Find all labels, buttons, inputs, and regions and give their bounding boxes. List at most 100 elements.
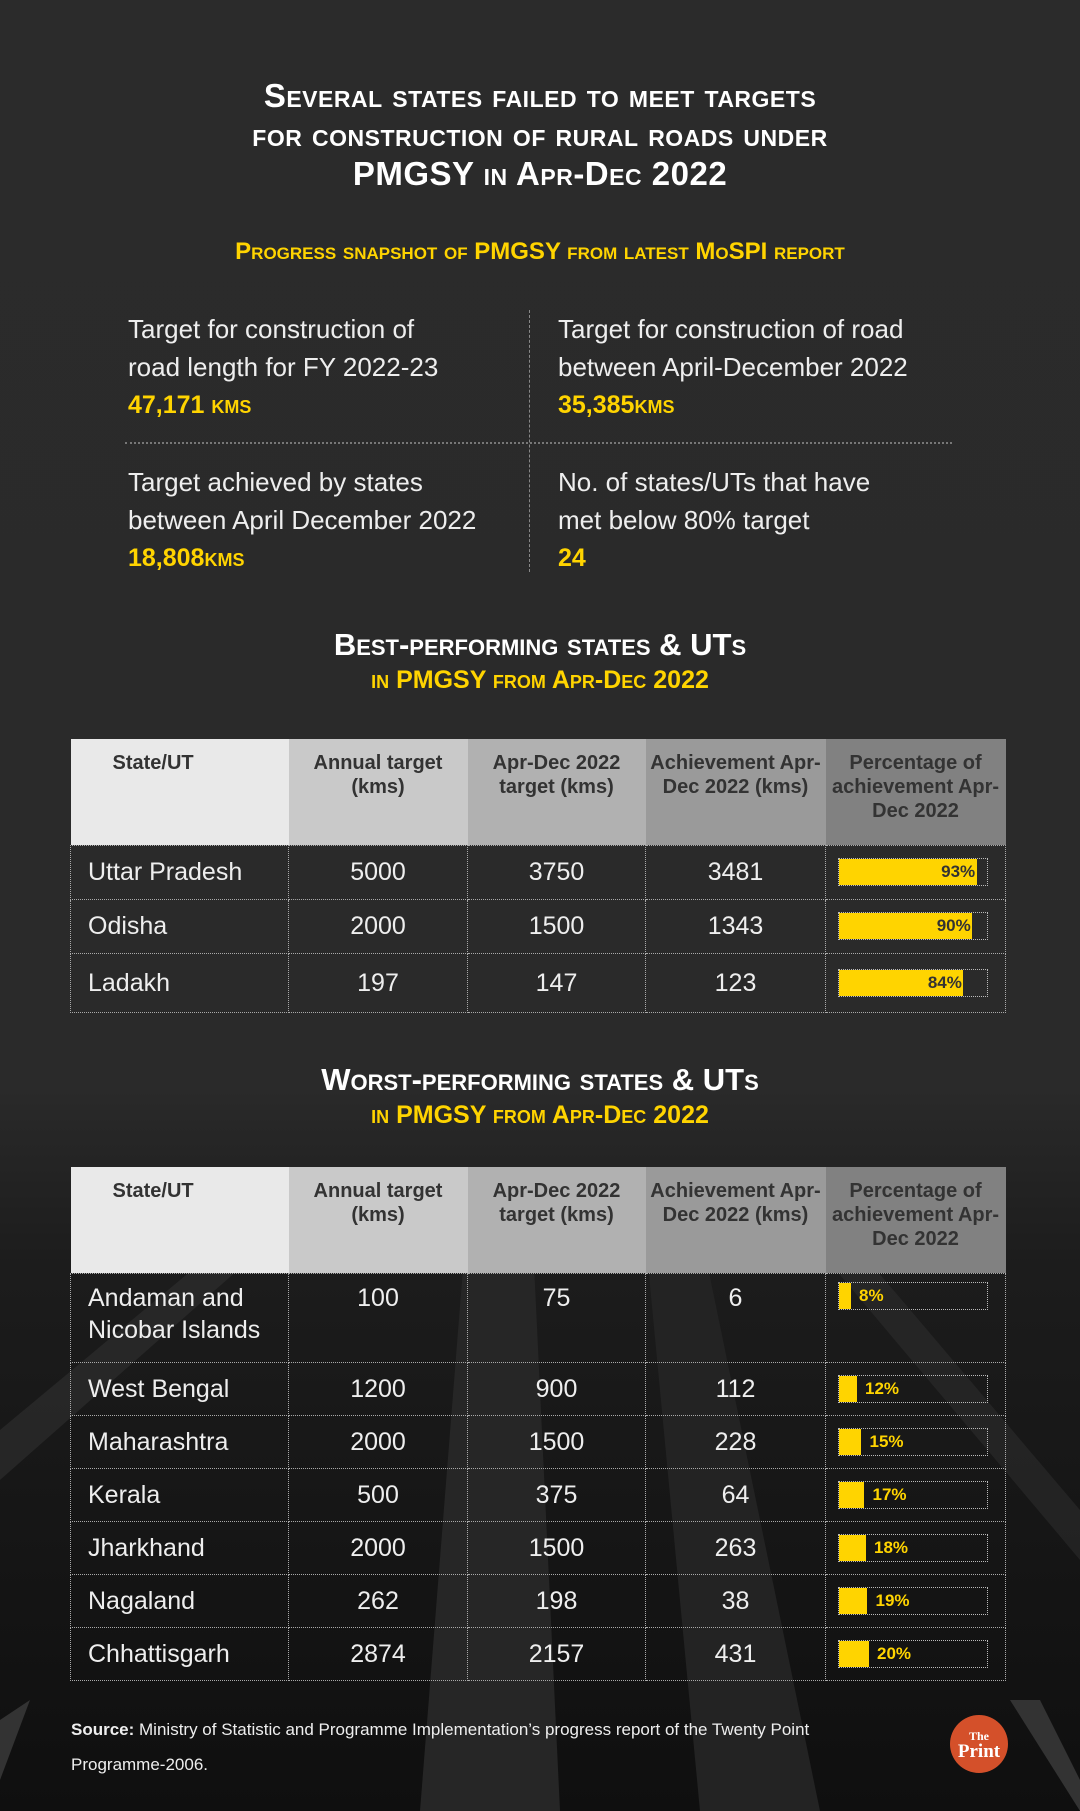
value-cell: 1343 [645, 898, 826, 954]
column-header: Percentage of achievement Apr-Dec 2022 [825, 1167, 1006, 1273]
value-cell: 64 [645, 1467, 826, 1522]
percentage-bar: 93% [838, 858, 988, 886]
percentage-cell: 84% [825, 952, 1006, 1013]
percentage-cell: 8% [825, 1272, 1006, 1363]
percentage-bar: 17% [838, 1480, 988, 1509]
value-cell: 112 [645, 1361, 826, 1416]
percentage-label: 12% [865, 1378, 900, 1398]
percentage-bar: 12% [838, 1374, 988, 1403]
value-cell: 262 [288, 1573, 468, 1628]
percentage-label: 18% [874, 1537, 909, 1557]
percentage-cell: 12% [825, 1361, 1006, 1416]
state-name: West Bengal [70, 1361, 289, 1416]
title-line: Several states failed to meet targets [263, 77, 817, 114]
column-header: Achievement Apr-Dec 2022 (kms) [645, 739, 826, 845]
stat-label1: No. of states/UTs that have [558, 467, 871, 497]
percentage-label: 20% [877, 1643, 912, 1663]
value-cell: 375 [467, 1467, 646, 1522]
state-name: Odisha [70, 898, 289, 954]
value-cell: 1500 [467, 898, 646, 954]
bar-fill [839, 969, 964, 996]
percentage-bar: 8% [838, 1281, 988, 1310]
percentage-cell: 15% [825, 1414, 1006, 1469]
percentage-label: 19% [875, 1590, 910, 1610]
bar-fill [839, 913, 973, 939]
state-name: Chhattisgarh [70, 1626, 289, 1681]
source-text: Ministry of Statistic and Programme Impl… [71, 1720, 810, 1774]
value-cell: 147 [467, 952, 646, 1013]
logo-line: The [968, 1729, 989, 1743]
source-note: Source: Ministry of Statistic and Progra… [71, 1712, 831, 1782]
stat-label2: between April December 2022 [128, 505, 477, 535]
worst-table-title: Worst-performing states & UTs [321, 1062, 759, 1097]
theprint-logo: The Print [950, 1715, 1008, 1773]
value-cell: 123 [645, 952, 826, 1013]
state-name: Jharkhand [70, 1520, 289, 1575]
title-line: PMGSY in Apr-Dec 2022 [352, 155, 728, 192]
stat-label1: Target achieved by states [128, 467, 423, 497]
snapshot-stat: Target for construction of road between A… [558, 310, 908, 424]
value-cell: 6 [645, 1272, 826, 1363]
bar-fill [839, 1375, 857, 1402]
percentage-label: 8% [859, 1285, 884, 1305]
snapshot-horizontal-divider [125, 442, 952, 444]
stat-label1: Target for construction of road [558, 314, 904, 344]
source-label: Source: [71, 1720, 135, 1739]
value-cell: 38 [645, 1573, 826, 1628]
percentage-cell: 19% [825, 1573, 1006, 1628]
column-header: State/UT [70, 739, 289, 845]
stat-label2: road length for FY 2022-23 [128, 352, 439, 382]
value-cell: 263 [645, 1520, 826, 1575]
state-name: Ladakh [70, 952, 289, 1013]
worst-performing-table: State/UT Annual target (kms) Apr-Dec 2022 … [70, 1167, 1006, 1681]
percentage-bar: 18% [838, 1533, 988, 1562]
table-row: Maharashtra 2000 1500 228 15% [70, 1414, 1006, 1469]
snapshot-stat: Target achieved by states between April D… [128, 463, 476, 577]
value-cell: 431 [645, 1626, 826, 1681]
percentage-cell: 17% [825, 1467, 1006, 1522]
best-performing-table: State/UT Annual target (kms) Apr-Dec 2022 … [70, 739, 1006, 1013]
value-cell: 5000 [288, 844, 468, 900]
value-cell: 100 [288, 1272, 468, 1363]
state-name: Kerala [70, 1467, 289, 1522]
percentage-label: 17% [872, 1484, 907, 1504]
best-table-title: Best-performing states & UTs [333, 627, 747, 662]
snapshot-stat: Target for construction of road length fo… [128, 310, 438, 424]
column-header: Apr-Dec 2022 target (kms) [467, 739, 646, 845]
state-name: Uttar Pradesh [70, 844, 289, 900]
value-cell: 1500 [467, 1520, 646, 1575]
stat-label2: between April-December 2022 [558, 352, 908, 382]
state-name: Nagaland [70, 1573, 289, 1628]
value-cell: 500 [288, 1467, 468, 1522]
percentage-cell: 18% [825, 1520, 1006, 1575]
value-cell: 1500 [467, 1414, 646, 1469]
main-title: Several states failed to meet targets fo… [0, 76, 1080, 193]
bar-fill [839, 1282, 851, 1309]
bar-fill [839, 1587, 868, 1614]
state-name: Andaman and Nicobar Islands [70, 1272, 289, 1363]
value-cell: 900 [467, 1361, 646, 1416]
percentage-cell: 20% [825, 1626, 1006, 1681]
bar-fill [839, 1428, 862, 1455]
column-header: Annual target (kms) [288, 739, 468, 845]
table-row: Ladakh 197 147 123 84% [70, 952, 1006, 1013]
percentage-bar: 19% [838, 1586, 988, 1615]
column-header: State/UT [70, 1167, 289, 1273]
column-header: Achievement Apr-Dec 2022 (kms) [645, 1167, 826, 1273]
percentage-bar: 84% [838, 968, 988, 997]
value-cell: 2000 [288, 898, 468, 954]
value-cell: 198 [467, 1573, 646, 1628]
stat-value: 24 [558, 544, 586, 572]
header-row: State/UT Annual target (kms) Apr-Dec 2022 … [70, 1167, 1006, 1273]
stat-label2: met below 80% target [558, 505, 810, 535]
value-cell: 2000 [288, 1414, 468, 1469]
bar-fill [839, 1640, 869, 1667]
value-cell: 1200 [288, 1361, 468, 1416]
table-row: Jharkhand 2000 1500 263 18% [70, 1520, 1006, 1575]
column-header: Annual target (kms) [288, 1167, 468, 1273]
value-cell: 2157 [467, 1626, 646, 1681]
stat-label1: Target for construction of [128, 314, 415, 344]
value-cell: 2874 [288, 1626, 468, 1681]
table-row: Uttar Pradesh 5000 3750 3481 93% [70, 844, 1006, 900]
best-table-subtitle: in PMGSY from Apr-Dec 2022 [371, 666, 709, 694]
